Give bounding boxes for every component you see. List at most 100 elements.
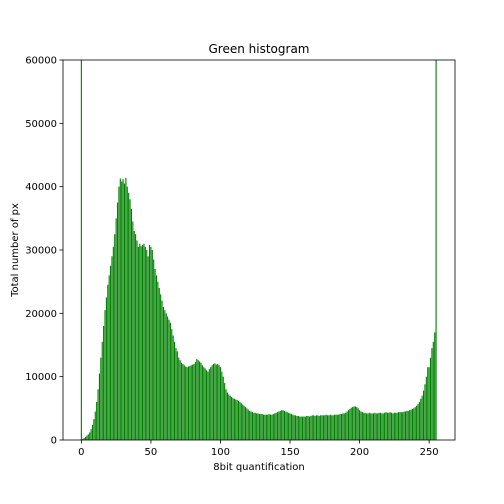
bar bbox=[165, 313, 167, 440]
bar bbox=[313, 415, 315, 440]
bar bbox=[328, 415, 330, 440]
bar bbox=[97, 389, 99, 440]
bar bbox=[194, 362, 196, 440]
bar bbox=[399, 412, 401, 440]
bar bbox=[236, 400, 238, 440]
bar bbox=[105, 297, 107, 440]
bar bbox=[377, 413, 379, 440]
bar bbox=[167, 316, 169, 440]
bar bbox=[356, 407, 358, 440]
bar bbox=[403, 411, 405, 440]
bar bbox=[265, 414, 267, 440]
x-tick-label: 100 bbox=[211, 447, 230, 458]
bar bbox=[338, 414, 340, 440]
bar bbox=[142, 244, 144, 440]
bar bbox=[381, 413, 383, 440]
bar bbox=[320, 415, 322, 440]
bar bbox=[132, 221, 134, 440]
bar bbox=[353, 406, 355, 440]
bar bbox=[301, 416, 304, 440]
bar bbox=[378, 412, 380, 440]
bar bbox=[98, 373, 101, 440]
x-tick-label: 150 bbox=[280, 447, 299, 458]
bar bbox=[286, 412, 288, 440]
bar bbox=[304, 416, 306, 440]
bar bbox=[201, 365, 203, 440]
bar bbox=[231, 396, 233, 440]
bar bbox=[128, 193, 130, 440]
bar bbox=[239, 402, 241, 440]
bar bbox=[340, 414, 343, 440]
bar bbox=[104, 310, 106, 440]
bar bbox=[428, 367, 430, 440]
bar bbox=[249, 410, 251, 440]
bar bbox=[154, 269, 156, 440]
bar bbox=[435, 60, 437, 440]
bar bbox=[172, 335, 174, 440]
y-tick-label: 0 bbox=[51, 436, 57, 447]
bar bbox=[251, 412, 254, 440]
bar bbox=[171, 329, 173, 440]
bar bbox=[382, 413, 384, 440]
bar bbox=[409, 410, 411, 440]
bar bbox=[371, 413, 373, 440]
bar bbox=[162, 307, 164, 440]
bar bbox=[296, 415, 298, 440]
bar bbox=[228, 394, 230, 440]
bar bbox=[83, 438, 85, 440]
bar bbox=[365, 413, 368, 440]
x-tick-label: 250 bbox=[420, 447, 439, 458]
bar bbox=[315, 415, 318, 440]
bar bbox=[300, 416, 302, 440]
bar bbox=[235, 399, 237, 440]
bar bbox=[212, 364, 215, 440]
bar bbox=[129, 199, 131, 440]
bar bbox=[215, 364, 217, 440]
bar bbox=[404, 411, 407, 440]
bar bbox=[370, 413, 372, 440]
bar bbox=[243, 405, 245, 440]
bar bbox=[193, 364, 195, 440]
bar bbox=[151, 250, 153, 440]
bar bbox=[148, 244, 151, 440]
bar bbox=[139, 243, 141, 440]
bar bbox=[318, 415, 320, 440]
y-tick-label: 10000 bbox=[25, 372, 57, 383]
bar bbox=[288, 412, 290, 440]
bar bbox=[115, 218, 117, 440]
bar bbox=[349, 408, 351, 440]
bar bbox=[90, 429, 92, 440]
bar bbox=[275, 412, 277, 440]
bar bbox=[204, 368, 206, 440]
bar bbox=[232, 398, 234, 440]
bar bbox=[361, 412, 363, 440]
bar bbox=[289, 413, 291, 440]
bar bbox=[237, 400, 240, 440]
bar bbox=[210, 367, 212, 440]
bar bbox=[153, 259, 155, 440]
bar bbox=[308, 416, 311, 440]
bar bbox=[206, 370, 208, 440]
bar bbox=[417, 403, 419, 440]
bar bbox=[372, 413, 375, 440]
bar bbox=[137, 246, 139, 440]
bar bbox=[101, 341, 103, 440]
bar bbox=[363, 412, 365, 440]
bar bbox=[276, 412, 279, 440]
bar bbox=[282, 410, 284, 440]
bar bbox=[207, 371, 209, 440]
bar bbox=[189, 365, 191, 440]
bar bbox=[306, 415, 308, 440]
bar bbox=[86, 435, 88, 440]
bar bbox=[143, 243, 145, 440]
bar bbox=[357, 408, 359, 440]
bar bbox=[192, 364, 194, 440]
bar bbox=[240, 403, 242, 440]
bar bbox=[168, 319, 170, 440]
bar bbox=[211, 365, 213, 440]
bar bbox=[384, 412, 386, 440]
bar bbox=[396, 412, 398, 440]
bar bbox=[244, 407, 247, 440]
x-tick-label: 50 bbox=[145, 447, 158, 458]
bar bbox=[324, 415, 326, 440]
